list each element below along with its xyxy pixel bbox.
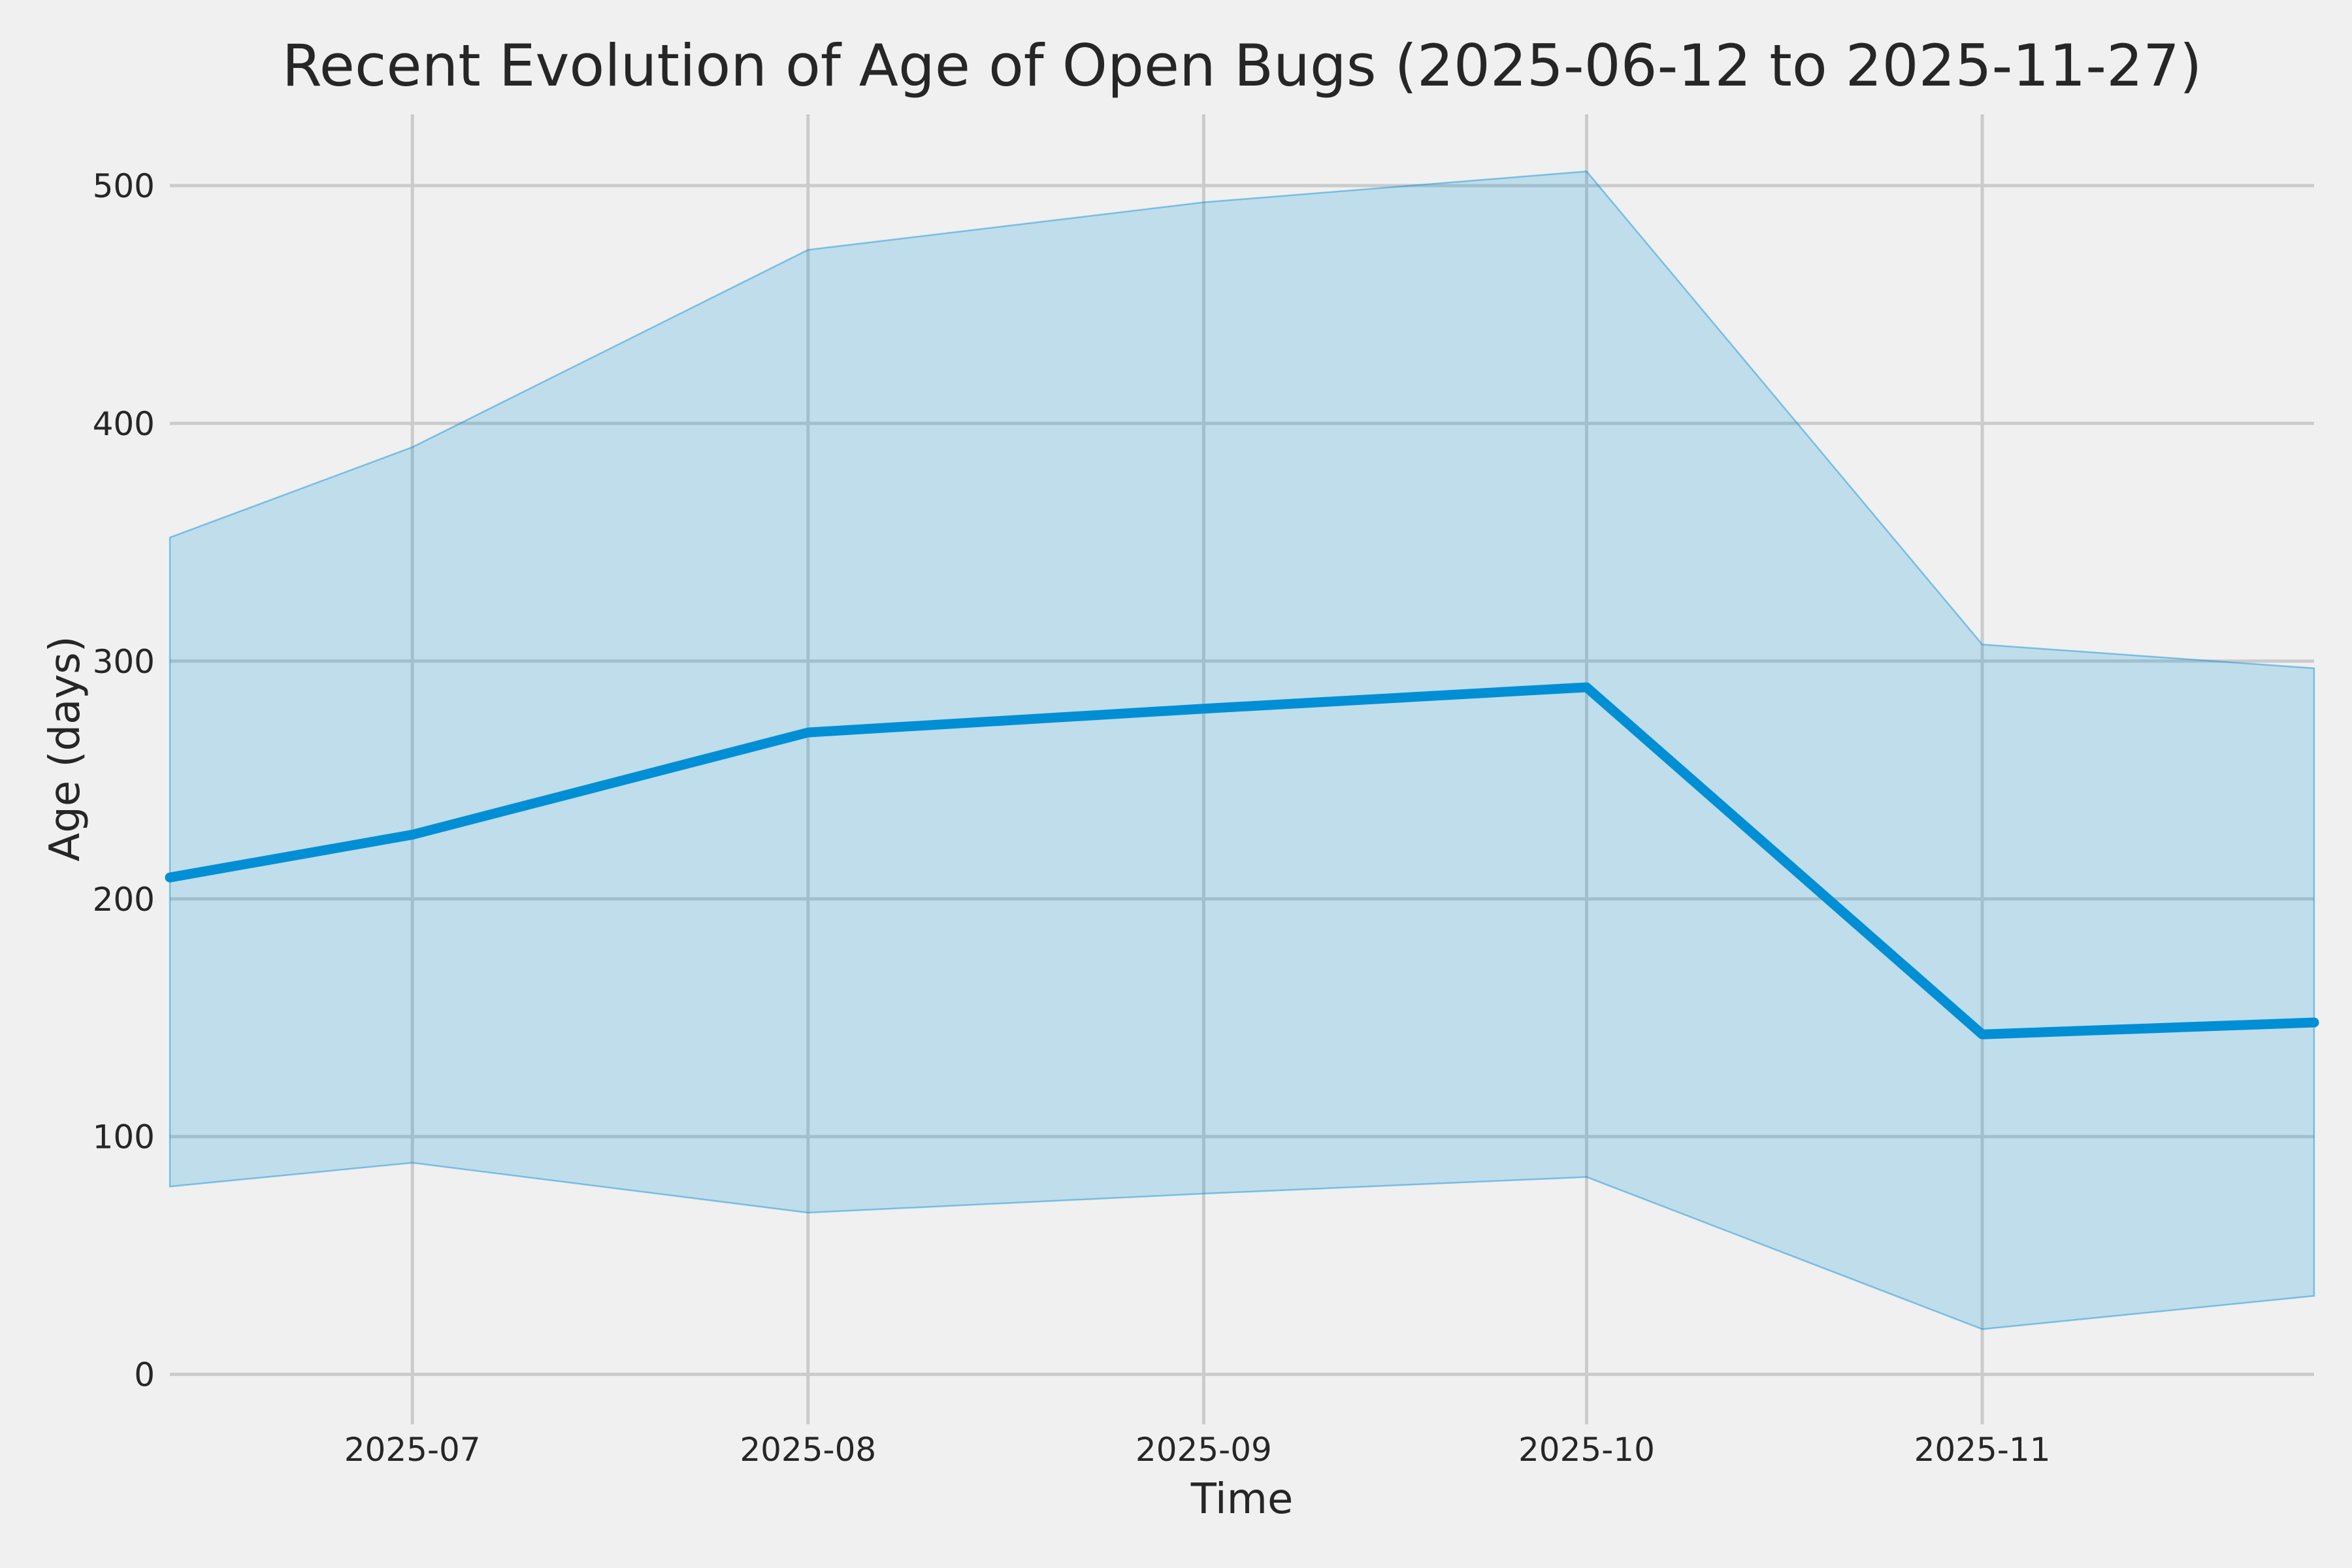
y-tick-labels: 0 100 200 300 400 500 (93, 167, 155, 1394)
x-tick-label: 2025-11 (1914, 1431, 2051, 1469)
y-tick-label: 100 (93, 1119, 155, 1156)
y-tick-label: 0 (134, 1356, 155, 1394)
x-tick-label: 2025-08 (740, 1431, 876, 1469)
y-tick-label: 400 (93, 405, 155, 443)
x-tick-label: 2025-07 (344, 1431, 481, 1469)
confidence-band-area (169, 171, 2315, 1330)
x-tick-label: 2025-10 (1518, 1431, 1655, 1469)
y-tick-label: 200 (93, 881, 155, 919)
x-tick-labels: 2025-07 2025-08 2025-09 2025-10 2025-11 (344, 1431, 2051, 1469)
x-tick-label: 2025-09 (1135, 1431, 1272, 1469)
y-tick-label: 300 (93, 643, 155, 681)
y-gridlines (170, 184, 2314, 1377)
x-gridlines (410, 114, 1984, 1424)
median-line (165, 682, 2319, 1039)
x-axis-label: Time (1190, 1475, 1294, 1524)
y-axis-label: Age (days) (41, 636, 90, 861)
chart-title: Recent Evolution of Age of Open Bugs (20… (282, 32, 2202, 99)
y-tick-label: 500 (93, 167, 155, 205)
